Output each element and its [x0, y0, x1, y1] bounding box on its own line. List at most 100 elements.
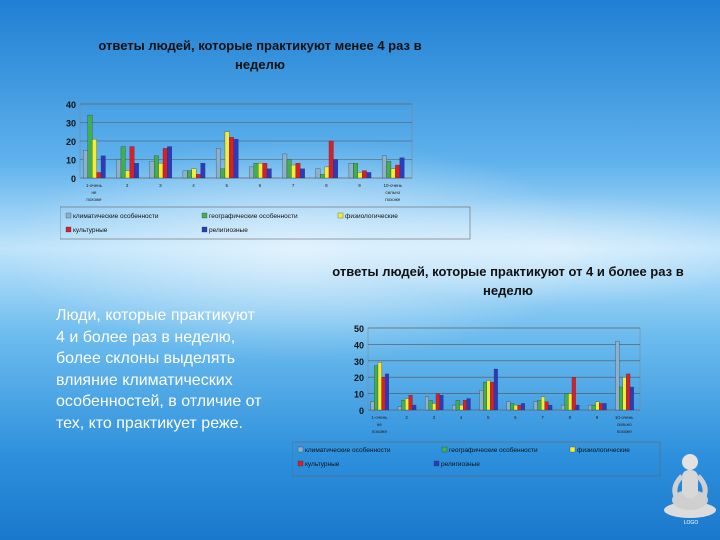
chart2-x-tick-line: не [377, 422, 382, 427]
chart2-bar [385, 373, 390, 411]
chart1-legend-label: физиологические [345, 213, 398, 220]
chart2-bar [493, 368, 498, 411]
chart1-bar [286, 159, 292, 179]
chart1-bar [357, 172, 363, 179]
chart1-bar [96, 172, 102, 179]
chart1-x-tick-line: не [91, 190, 96, 195]
chart2-x-tick: 6 [514, 415, 517, 420]
chart2-bar [513, 404, 518, 411]
chart1-x-tick: 7 [292, 183, 295, 188]
chart1-bar [196, 174, 201, 179]
chart2-y-tick: 20 [354, 373, 364, 383]
chart1-x-tick-line: 8 [325, 183, 328, 188]
chart2-y-tick: 40 [354, 340, 364, 350]
chart1-bar [315, 168, 321, 179]
chart2-bar [459, 404, 464, 411]
chart1-legend-swatch [337, 212, 344, 219]
chart2-bar [435, 393, 440, 411]
chart2-bar [452, 404, 457, 411]
chart1-legend-swatch [65, 212, 72, 219]
chart2-x-tick-line: 8 [569, 415, 572, 420]
chart2-bar [428, 400, 433, 411]
chart2-bar [626, 373, 631, 411]
chart2-x-tick: 4 [460, 415, 463, 420]
chart2-bar [455, 400, 460, 411]
chart1-bar [249, 166, 254, 179]
chart2-bar [595, 401, 600, 411]
chart2-bar [568, 393, 573, 411]
chart1-legend-label: географические особенности [209, 212, 298, 220]
chart1-y-tick: 10 [66, 156, 76, 166]
chart2-legend-swatch [297, 460, 304, 467]
chart2-x-tick-line: похоже [617, 429, 633, 434]
chart1-bar [200, 163, 206, 179]
chart2-y-tick: 0 [359, 406, 364, 416]
chart2-bar [424, 396, 429, 411]
chart2-bar [490, 381, 495, 411]
chart2-bar [432, 403, 437, 411]
chart1-bar [162, 148, 168, 179]
chart1-x-tick: 10-очень сильно похоже [383, 183, 402, 202]
chart2-svg: 0 10 20 30 40 50 1-очень не похоже 2 3 4 5 6 7 8 9 10-оче… [291, 324, 661, 477]
chart1-x-tick-line: 10-очень [383, 183, 402, 188]
chart1-bar [258, 163, 263, 179]
chart1-x-tick: 1-очень не похоже [86, 183, 103, 202]
chart2-bar [541, 396, 545, 411]
chart1-bar [149, 161, 155, 179]
chart2-legend-swatch [569, 446, 576, 453]
chart1-x-tick: 8 [325, 183, 328, 188]
chart1-bar [83, 150, 88, 179]
chart1-svg: 0 10 20 30 40 1-очень не похоже 2 3 4 5 6 7 8 9 10-очень… [59, 100, 471, 240]
chart2-bar [537, 400, 542, 411]
chart2-bar [544, 401, 549, 411]
chart2-bar [401, 400, 406, 411]
chart1-legend-label: религиозные [209, 227, 248, 234]
chart2-bar [439, 395, 444, 411]
chart2-bar [510, 403, 515, 411]
chart1-x-tick-line: 4 [192, 183, 195, 188]
chart1-bar [390, 168, 396, 179]
chart2-bar [599, 403, 603, 411]
chart1-x-tick-line: сильно [385, 190, 400, 195]
chart1-bar [220, 168, 226, 179]
chart1-x-tick-line: 3 [159, 183, 162, 188]
chart2-x-tick-line: сильно [617, 422, 632, 427]
body-text: Люди, которые практикуют 4 и более раз в… [56, 307, 262, 432]
chart1-bar [291, 164, 296, 179]
chart1-x-tick: 5 [225, 183, 228, 188]
chart1-bar [129, 146, 135, 179]
chart2-bar [548, 404, 553, 411]
chart2-bar [629, 386, 634, 411]
chart1: 0 10 20 30 40 1-очень не похоже 2 3 4 5 6 7 8 9 10-очень… [59, 94, 472, 245]
chart1-bar [253, 163, 259, 179]
chart1-x-tick-line: 2 [126, 183, 129, 188]
chart2-x-tick-line: похоже [372, 429, 388, 434]
meditation-figure-icon [664, 454, 716, 518]
chart2-bar [506, 401, 511, 411]
chart2-bar [622, 377, 627, 411]
chart1-x-tick-line: 1-очень [86, 183, 103, 188]
chart1-bar [215, 148, 221, 179]
chart2-bar [486, 380, 491, 411]
chart2-x-tick-line: 2 [405, 415, 408, 420]
chart1-x-tick: 2 [126, 183, 129, 188]
chart1-bar [348, 163, 354, 179]
chart2-legend-label: религиозные [441, 461, 480, 468]
chart2-bar [408, 395, 413, 411]
chart2-legend-label: физиологические [577, 447, 630, 454]
chart2-bar [463, 400, 467, 411]
chart2-bar [571, 377, 576, 411]
chart1-bar [381, 155, 387, 179]
chart1-bar [229, 137, 234, 179]
chart2-bar [564, 393, 569, 411]
chart2: 0 10 20 30 40 50 1-очень не похоже 2 3 4 5 6 7 8 9 10-оче… [291, 322, 662, 487]
chart2-x-tick: 2 [405, 415, 408, 420]
chart1-x-tick-line: 5 [225, 183, 228, 188]
chart2-x-tick-line: 5 [487, 415, 490, 420]
chart2-bar [602, 403, 607, 411]
chart2-x-tick-line: 6 [514, 415, 517, 420]
chart1-legend-label: климатические особенности [73, 212, 159, 220]
chart1-bar [328, 140, 334, 179]
chart2-y-tick: 10 [354, 390, 364, 400]
chart1-bar [319, 174, 325, 179]
